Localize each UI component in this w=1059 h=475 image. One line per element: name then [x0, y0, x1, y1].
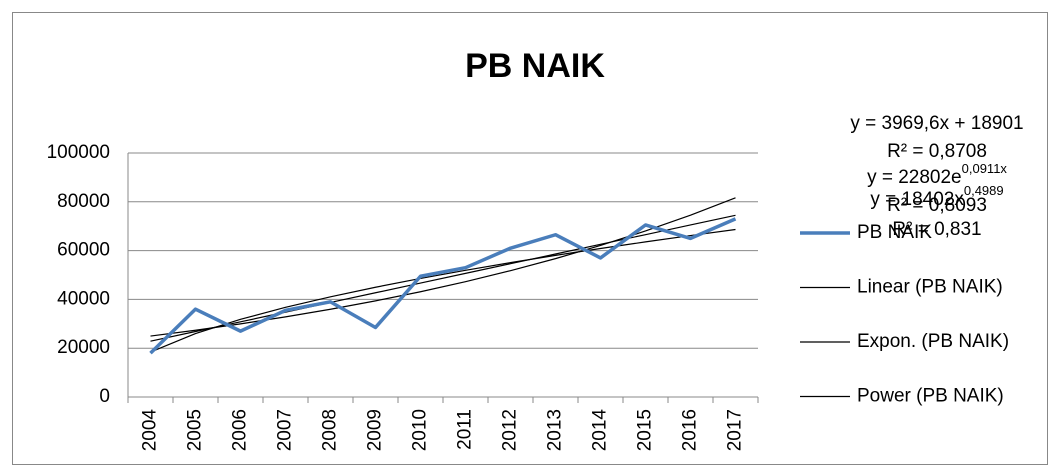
chart-frame: [12, 12, 1048, 465]
trendline: [150, 197, 736, 337]
trend-equation: y = 22802e0,0911x: [867, 161, 1007, 188]
x-tick-label: 2005: [185, 409, 206, 451]
trendline: [150, 214, 736, 342]
equation-text: y = 18402x: [870, 189, 964, 210]
x-tick-label: 2004: [140, 409, 161, 452]
equation-text: y = 22802e: [867, 167, 962, 188]
equation-text: y = 3969,6x + 18901: [850, 113, 1023, 134]
trendline: [150, 228, 736, 353]
x-tick-label: 2008: [320, 409, 341, 451]
y-tick-label: 20000: [57, 337, 110, 358]
trend-r2: R² = 0,8093: [887, 195, 987, 216]
legend-label: Expon. (PB NAIK): [857, 331, 1009, 352]
y-tick-label: 40000: [57, 288, 110, 309]
y-tick-label: 0: [99, 386, 110, 407]
trend-r2: R² = 0,831: [892, 219, 981, 240]
legend-label: Power (PB NAIK): [857, 386, 1004, 407]
x-tick-label: 2012: [500, 409, 521, 451]
legend-label: PB NAIK: [857, 222, 932, 243]
data-line: [149, 217, 737, 355]
x-tick-label: 2006: [230, 409, 251, 451]
x-tick-label: 2013: [545, 409, 566, 451]
legend-label: Linear (PB NAIK): [857, 277, 1003, 298]
y-tick-label: 100000: [47, 142, 110, 163]
chart-title: PB NAIK: [465, 47, 605, 85]
x-tick-label: 2007: [275, 409, 296, 451]
equation-exponent: 0,4989: [964, 183, 1004, 198]
y-tick-label: 80000: [57, 191, 110, 212]
x-tick-label: 2016: [680, 409, 701, 451]
x-tick-label: 2017: [725, 409, 746, 451]
x-tick-label: 2014: [590, 409, 611, 452]
x-tick-label: 2011: [455, 409, 476, 450]
trend-equation: y = 18402x0,4989: [870, 183, 1003, 210]
trend-equation: y = 3969,6x + 18901: [850, 113, 1023, 134]
trend-r2: R² = 0,8708: [887, 141, 987, 162]
x-tick-label: 2010: [410, 409, 431, 451]
x-tick-label: 2009: [365, 409, 386, 451]
x-tick-label: 2015: [635, 409, 656, 451]
y-tick-label: 60000: [57, 240, 110, 261]
equation-exponent: 0,0911x: [962, 161, 1008, 176]
